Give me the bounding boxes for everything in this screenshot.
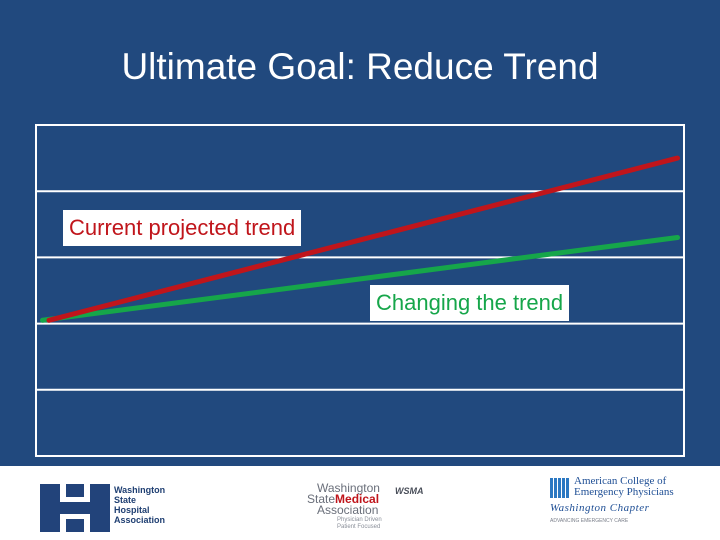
wsha-line: Washington	[114, 485, 166, 495]
current-trend-line	[46, 155, 681, 323]
wsha-line: Hospital	[114, 505, 150, 515]
wsma-line2: StateMedical	[307, 493, 379, 505]
acep-logo: American College of Emergency Physicians…	[546, 476, 696, 536]
wsma-tag2: Patient Focused	[337, 524, 381, 530]
slide-title: Ultimate Goal: Reduce Trend	[121, 46, 599, 87]
acep-line4: ADVANCING EMERGENCY CARE	[550, 518, 629, 524]
changing-trend-line	[39, 235, 681, 323]
wsma-tagline: Physician Driven Patient Focused	[337, 517, 382, 531]
current-trend-label: Current projected trend	[63, 210, 302, 246]
series-lines	[39, 155, 681, 323]
wsha-logo-icon	[40, 484, 110, 532]
wsha-logo-text: Washington State Hospital Association	[114, 485, 165, 525]
wsma-state: State	[307, 492, 336, 506]
acep-line1: American College of	[574, 475, 667, 487]
footer-logo-bar	[0, 466, 720, 540]
wsha-line: Association	[114, 515, 166, 525]
acep-line3: Washington Chapter	[550, 502, 650, 514]
wsma-line1: Washington	[317, 481, 380, 495]
acep-grid-icon	[550, 478, 570, 498]
wsha-line: State	[114, 495, 137, 505]
acep-line2: Emergency Physicians	[574, 486, 674, 498]
changing-trend-label: Changing the trend	[370, 285, 570, 321]
wsma-tag1: Physician Driven	[337, 517, 382, 523]
gridlines	[36, 124, 684, 391]
wsma-medical: Medical	[335, 492, 380, 506]
wsma-mark: WSMA	[395, 486, 424, 496]
wsma-line3: Association	[317, 503, 379, 517]
chart-frame	[35, 124, 685, 457]
wsma-logo: Washington StateMedical Association Phys…	[303, 476, 443, 536]
